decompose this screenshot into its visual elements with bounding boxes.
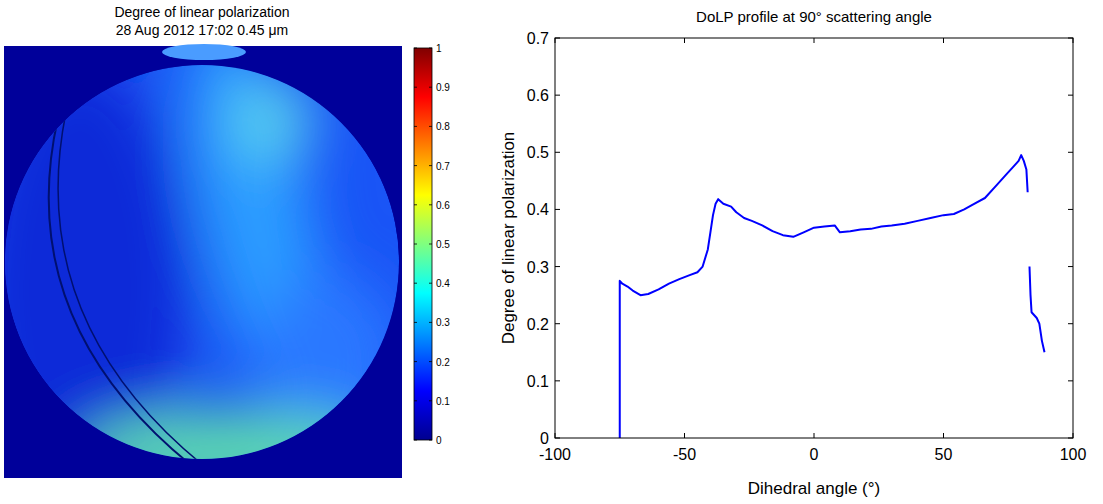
colorbar-tick: [429, 126, 432, 127]
colorbar-tick: [414, 244, 417, 245]
y-tick-label: 0.7: [527, 30, 549, 47]
colorbar-tick-label: 0.9: [436, 82, 450, 93]
y-tick-label: 0.6: [527, 87, 549, 104]
plot-marks: [620, 155, 1045, 438]
y-tick: [1068, 266, 1073, 267]
colorbar-tick: [414, 440, 417, 441]
colorbar-tick: [429, 87, 432, 88]
colorbar-tick: [414, 165, 417, 166]
y-tick: [1068, 323, 1073, 324]
colorbar: [414, 48, 432, 440]
sky-shading: [0, 13, 400, 504]
colorbar-tick: [429, 322, 432, 323]
y-tick: [555, 209, 560, 210]
plot-frame: [555, 38, 1073, 438]
y-tick: [555, 152, 560, 153]
colorbar-tick-label: 0.2: [436, 357, 450, 368]
shadow-band: [49, 118, 210, 480]
x-tick-label: 50: [935, 446, 953, 463]
chart-title: DoLP profile at 90° scattering angle: [696, 8, 932, 25]
colorbar-tick: [429, 244, 432, 245]
plot-area: [555, 38, 1073, 438]
y-tick: [555, 266, 560, 267]
colorbar-tick-label: 0.1: [436, 396, 450, 407]
shadow-band: [58, 112, 222, 480]
sky-bottom: [75, 410, 395, 500]
y-tick-label: 0.1: [527, 373, 549, 390]
x-tick-label: 0: [810, 446, 819, 463]
colorbar-tick-label: 0.3: [436, 317, 450, 328]
y-tick-label: 0: [540, 430, 549, 447]
image-title: Degree of linear polarization: [114, 4, 289, 20]
x-tick-label: 100: [1060, 446, 1087, 463]
colorbar-tick: [414, 400, 417, 401]
colorbar-tick: [429, 361, 432, 362]
colorbar-tick: [414, 48, 417, 49]
colorbar-tick-label: 0.7: [436, 161, 450, 172]
x-tick-label: -100: [539, 446, 571, 463]
colorbar-tick: [429, 440, 432, 441]
x-tick: [943, 38, 944, 43]
colorbar-tick: [414, 87, 417, 88]
colorbar-tick: [414, 204, 417, 205]
colorbar-tick-label: 0.8: [436, 121, 450, 132]
x-tick: [814, 38, 815, 43]
colorbar-tick: [429, 400, 432, 401]
y-tick-label: 0.2: [527, 316, 549, 333]
colorbar-tick: [414, 361, 417, 362]
occulter: [162, 44, 246, 60]
page: Degree of linear polarization 28 Aug 2012…: [0, 0, 1103, 504]
y-tick-label: 0.3: [527, 259, 549, 276]
x-tick: [684, 433, 685, 438]
x-tick: [943, 433, 944, 438]
x-tick: [814, 433, 815, 438]
colorbar-tick: [429, 204, 432, 205]
colorbar-tick-label: 0.4: [436, 278, 450, 289]
colorbar-tick: [414, 322, 417, 323]
colorbar-tick: [414, 283, 417, 284]
dolp-line: [620, 155, 1045, 438]
x-axis-title: Dihedral angle (°): [748, 479, 880, 498]
colorbar-tick-label: 0: [436, 435, 442, 446]
y-tick: [555, 95, 560, 96]
colorbar-tick-label: 0.6: [436, 200, 450, 211]
sky-bright-patch: [225, 75, 315, 165]
image-subtitle: 28 Aug 2012 17:02 0.45 μm: [116, 22, 288, 38]
y-tick: [1068, 380, 1073, 381]
y-axis-title: Degree of linear polarization: [499, 132, 518, 345]
y-tick: [1068, 95, 1073, 96]
y-tick: [1068, 152, 1073, 153]
y-tick: [1068, 209, 1073, 210]
y-tick-label: 0.5: [527, 144, 549, 161]
colorbar-tick-label: 0.5: [436, 239, 450, 250]
y-tick: [555, 380, 560, 381]
colorbar-tick-label: 1: [436, 43, 442, 54]
y-tick-label: 0.4: [527, 201, 549, 218]
x-tick: [684, 38, 685, 43]
colorbar-tick: [429, 48, 432, 49]
colorbar-tick: [414, 126, 417, 127]
y-tick: [555, 323, 560, 324]
x-tick-label: -50: [673, 446, 696, 463]
colorbar-tick: [429, 283, 432, 284]
colorbar-tick: [429, 165, 432, 166]
sky: [0, 13, 400, 504]
